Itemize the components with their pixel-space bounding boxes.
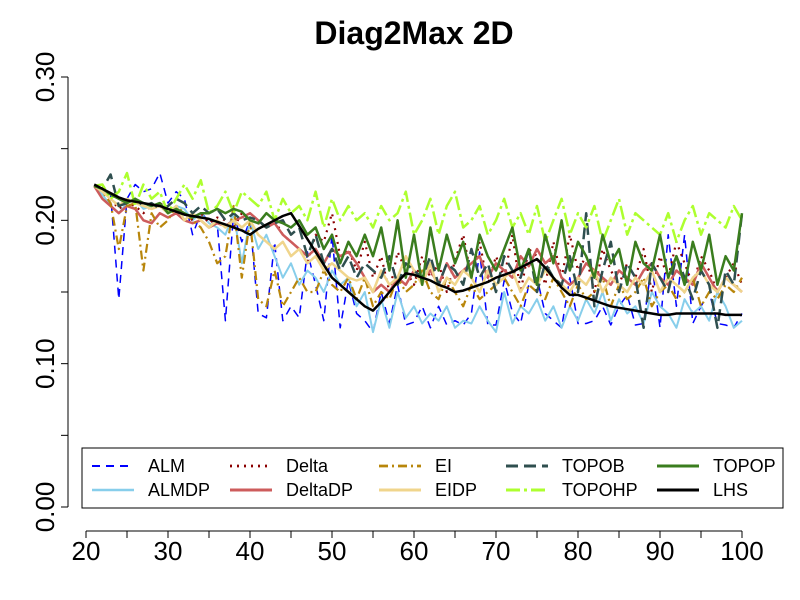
legend-label-lhs: LHS <box>713 480 748 500</box>
chart-title: Diag2Max 2D <box>314 15 513 51</box>
legend-label-topop: TOPOP <box>713 456 776 476</box>
series-line-ei <box>93 185 743 308</box>
x-tick-label: 80 <box>564 536 593 566</box>
legend-label-ei: EI <box>435 456 452 476</box>
y-tick-label: 0.20 <box>30 195 60 246</box>
x-tick-label: 30 <box>154 536 183 566</box>
x-tick-label: 100 <box>720 536 763 566</box>
series-line-lhs <box>93 183 742 317</box>
legend-label-alm: ALM <box>148 456 185 476</box>
series-layer <box>93 171 744 334</box>
x-ticks: 20 30 40 50 60 70 80 90 100 <box>72 531 764 566</box>
series-line-eidp <box>93 184 743 294</box>
series-line-topop <box>93 184 744 287</box>
series-line-topohp <box>93 171 744 244</box>
legend-label-topohp: TOPOHP <box>562 480 638 500</box>
legend-label-almdp: ALMDP <box>148 480 210 500</box>
x-tick-label: 70 <box>482 536 511 566</box>
y-tick-label: 0.00 <box>30 482 60 533</box>
legend-label-deltadp: DeltaDP <box>286 480 353 500</box>
legend-label-delta: Delta <box>286 456 329 476</box>
y-tick-label: 0.30 <box>30 52 60 103</box>
legend-label-topob: TOPOB <box>562 456 625 476</box>
legend: ALM ALMDP Delta DeltaDP EI EIDP TOPOB TOPOHP TOP… <box>81 447 784 509</box>
x-tick-label: 90 <box>646 536 675 566</box>
legend-box <box>81 447 784 509</box>
x-tick-label: 40 <box>236 536 265 566</box>
y-tick-label: 0.10 <box>30 338 60 389</box>
series-line-topob <box>93 173 744 330</box>
legend-label-eidp: EIDP <box>435 480 477 500</box>
x-tick-label: 50 <box>318 536 347 566</box>
x-tick-label: 60 <box>400 536 429 566</box>
y-ticks: 0.00 0.10 0.20 0.30 <box>30 52 68 533</box>
x-tick-label: 20 <box>72 536 101 566</box>
series-line-delta <box>93 185 744 294</box>
